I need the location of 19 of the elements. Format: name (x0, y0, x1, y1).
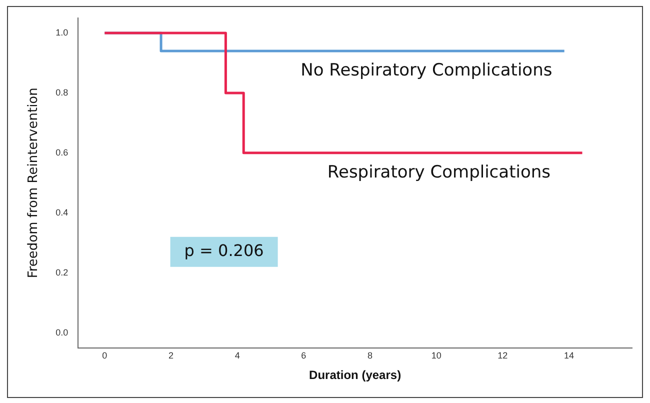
x-tick-label: 4 (234, 350, 240, 361)
annotation: p = 0.206 (184, 241, 264, 260)
y-tick-label: 0.8 (56, 87, 68, 98)
y-tick-label: 1.0 (56, 27, 68, 38)
y-tick-label: 0.2 (56, 267, 68, 278)
x-tick-label: 6 (301, 350, 306, 361)
series-label: No Respiratory Complications (300, 60, 552, 80)
x-tick-label: 2 (168, 350, 174, 361)
y-tick-label: 0.4 (56, 207, 68, 218)
y-tick-label: 0.6 (56, 147, 68, 158)
x-tick-label: 8 (367, 350, 372, 361)
x-tick-label: 0 (102, 350, 108, 361)
y-tick-label: 0.0 (56, 327, 68, 338)
x-tick-label: 14 (564, 350, 574, 361)
x-tick-label: 10 (431, 350, 442, 361)
x-tick-label: 12 (498, 350, 508, 361)
series-label: Respiratory Complications (327, 162, 551, 182)
y-axis-title: Freedom from Reintervention (26, 88, 42, 278)
x-axis-title: Duration (years) (309, 368, 402, 382)
